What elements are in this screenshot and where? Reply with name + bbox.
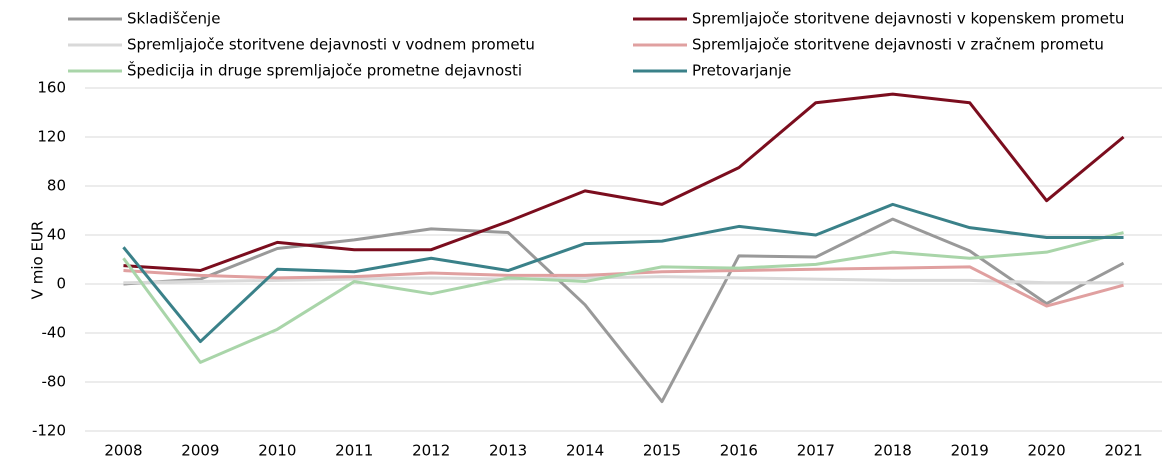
x-tick-label: 2021	[1104, 442, 1142, 460]
line-series	[122, 231, 1124, 364]
x-tick-label: 2020	[1028, 442, 1066, 460]
y-tick-label: 120	[37, 128, 66, 146]
x-tick-label: 2019	[951, 442, 989, 460]
y-axis-label: V mio EUR	[29, 221, 47, 300]
y-tick-label: 160	[37, 79, 66, 97]
x-tick-label: 2014	[566, 442, 604, 460]
y-tick-label: 40	[47, 226, 66, 244]
x-tick-label: 2009	[181, 442, 219, 460]
x-tick-label: 2012	[412, 442, 450, 460]
x-tick-label: 2018	[874, 442, 912, 460]
x-tick-label: 2013	[489, 442, 527, 460]
x-tick-label: 2008	[104, 442, 142, 460]
legend-label: Spremljajoče storitvene dejavnosti v kop…	[692, 10, 1124, 28]
y-tick-label: 80	[47, 177, 66, 195]
y-tick-label: 0	[56, 275, 66, 293]
line-series	[123, 92, 1125, 273]
x-tick-label: 2011	[335, 442, 373, 460]
y-tick-label: -40	[42, 324, 67, 342]
x-tick-label: 2016	[720, 442, 758, 460]
legend-label: Pretovarjanje	[692, 62, 791, 80]
x-tick-label: 2015	[643, 442, 681, 460]
y-tick-label: -120	[32, 422, 66, 440]
line-series	[122, 202, 1124, 344]
x-tick-label: 2010	[258, 442, 296, 460]
line-series	[123, 275, 1124, 285]
legend-label: Špedicija in druge spremljajoče prometne…	[127, 61, 522, 80]
legend-label: Spremljajoče storitvene dejavnosti v vod…	[127, 36, 535, 54]
line-series	[123, 217, 1125, 404]
x-tick-label: 2017	[797, 442, 835, 460]
y-tick-label: -80	[42, 373, 67, 391]
legend-label: Skladiščenje	[127, 10, 220, 28]
legend-label: Spremljajoče storitvene dejavnosti v zra…	[692, 36, 1104, 54]
